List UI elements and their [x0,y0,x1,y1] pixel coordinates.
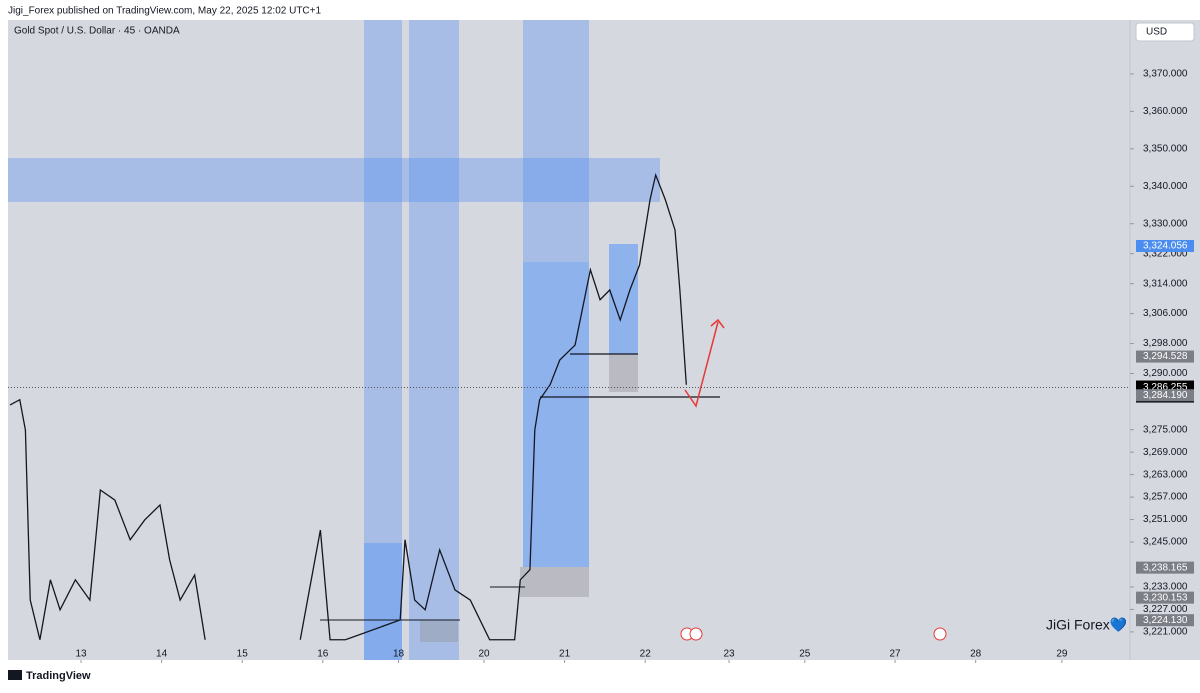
x-tick-label: 15 [237,649,249,660]
currency-box[interactable] [1135,22,1195,42]
zone [364,543,402,660]
y-tick-label: 3,263.000 [1143,469,1188,480]
y-tick-label: 3,290.000 [1143,368,1188,379]
price-tag-label: 3,224.130 [1143,615,1188,626]
price-tag [1136,239,1194,252]
arrow [684,321,719,408]
y-tick-label: 3,221.000 [1143,627,1188,638]
price-tag-label: 3,230.153 [1143,592,1188,603]
x-tick-label: 23 [723,649,735,660]
y-tick-label: 3,257.000 [1143,492,1188,503]
zone [609,244,638,354]
y-tick-label: 3,233.000 [1143,582,1188,593]
zone [420,620,458,642]
price-tag [1136,389,1194,402]
y-tick-label: 3,322.000 [1143,248,1188,259]
price-tag-label: 3,286.255 [1143,382,1188,393]
x-tick-label: 14 [156,649,168,660]
price-tag [1136,350,1194,363]
zone [609,354,638,392]
zone [523,20,589,262]
x-tick-label: 20 [478,649,490,660]
footer: TradingView [26,670,91,682]
currency[interactable]: USD [1146,27,1167,38]
x-tick-label: 18 [393,649,405,660]
y-tick-label: 3,360.000 [1143,106,1188,117]
zone [364,20,402,660]
zone [523,262,589,567]
x-tick-label: 25 [799,649,811,660]
price-line [9,398,206,640]
zone [520,567,589,597]
watermark: JiGi Forex💙 [1046,617,1128,633]
y-tick-label: 3,330.000 [1143,218,1188,229]
arrow-head [710,318,725,329]
y-tick-label: 3,227.000 [1143,604,1188,615]
header: Jigi_Forex published on TradingView.com,… [8,6,321,17]
x-tick-label: 21 [559,649,571,660]
y-tick-label: 3,275.000 [1143,424,1188,435]
event-icon[interactable] [933,627,947,641]
x-tick-label: 16 [317,649,329,660]
price-tag-label: 3,284.190 [1143,390,1188,401]
price-tag [1136,561,1194,574]
x-tick-label: 13 [75,649,87,660]
chart-area [8,20,1200,660]
chart-title: Gold Spot / U.S. Dollar · 45 · OANDA [14,26,180,37]
price-tag [1136,614,1194,627]
logo [8,670,22,680]
event-icon[interactable] [689,627,703,641]
price-tag [1136,591,1194,604]
y-tick-label: 3,245.000 [1143,537,1188,548]
y-tick-label: 3,251.000 [1143,514,1188,525]
price-tag-label: 3,294.528 [1143,351,1188,362]
price-tag-label: 3,324.056 [1143,241,1188,252]
y-tick-label: 3,298.000 [1143,338,1188,349]
price-tag-label: 3,238.165 [1143,562,1188,573]
x-tick-label: 27 [889,649,901,660]
y-tick-label: 3,314.000 [1143,278,1188,289]
y-tick-label: 3,306.000 [1143,308,1188,319]
y-tick-label: 3,340.000 [1143,181,1188,192]
x-tick-label: 29 [1056,649,1068,660]
zone [409,20,459,660]
y-tick-label: 3,350.000 [1143,143,1188,154]
zone [8,158,660,202]
y-tick-label: 3,370.000 [1143,69,1188,80]
y-tick-label: 3,269.000 [1143,447,1188,458]
x-tick-label: 28 [970,649,982,660]
x-tick-label: 22 [640,649,652,660]
price-line [299,172,687,641]
